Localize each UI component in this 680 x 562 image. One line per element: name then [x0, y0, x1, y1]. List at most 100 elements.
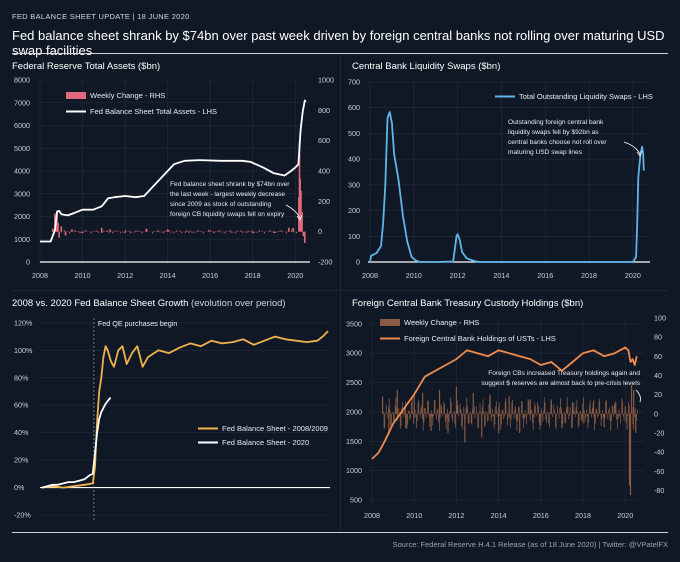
chart-title-growth: 2008 vs. 2020 Fed Balance Sheet Growth (… — [12, 298, 286, 309]
tr-y-tick-5: 500 — [348, 129, 360, 138]
br-line-holdings — [371, 346, 638, 460]
footer-rule — [12, 532, 668, 533]
br-y2-tick-3: -20 — [654, 428, 664, 437]
chart-title-liquidity-swaps: Central Bank Liquidity Swaps ($bn) — [352, 61, 501, 72]
br-y2-tick-0: -80 — [654, 486, 664, 495]
bl-line-2008 — [41, 330, 329, 489]
bl-tick-2: 20% — [14, 456, 29, 465]
tr-xtick-6: 2020 — [625, 271, 641, 280]
bl-tick-0: -20% — [14, 511, 31, 520]
tl-y-tick-3: 3000 — [14, 189, 30, 198]
br-xtick-6: 2020 — [617, 511, 633, 520]
tr-xtick-1: 2010 — [406, 271, 422, 280]
tr-annotation-arrowhead — [636, 150, 643, 157]
bl-tick-1: 0% — [14, 483, 25, 492]
br-annotation-arrow — [635, 389, 641, 403]
tl-y2-tick-2: 200 — [318, 197, 330, 206]
bl-legend-1-label: Fed Balance Sheet - 2020 — [222, 438, 309, 447]
br-annotation-0: Foreign CBs increased Treasury holdings … — [488, 370, 640, 377]
tl-xtick-6: 2020 — [287, 271, 303, 280]
tr-annotation-0: Outstanding foreign central bank — [508, 119, 604, 126]
br-y2-tick-1: -60 — [654, 467, 664, 476]
chart-custody-holdings: 500 1000 1500 2000 2500 3000 3500 -80 -60 -40 -20 0… — [346, 314, 666, 521]
bl-tick-4: 60% — [14, 401, 29, 410]
br-y-tick-6: 3500 — [346, 319, 362, 328]
tl-line-total-assets — [40, 99, 307, 243]
bl-line-2020 — [41, 397, 111, 489]
tl-y2-tick-5: 800 — [318, 106, 330, 115]
tr-line-swaps — [369, 111, 645, 263]
tl-xtick-4: 2016 — [202, 271, 218, 280]
chart-liquidity-swaps: 0 100 200 300 400 500 600 700 2008 2010 2012 2014 20… — [348, 78, 653, 281]
br-y2-tick-8: 80 — [654, 333, 662, 342]
tr-xtick-2: 2012 — [450, 271, 466, 280]
tl-annotation-0: Fed balance sheet shrank by $74bn over — [170, 181, 290, 188]
tr-annotation-2: central banks choose not roll over — [508, 139, 607, 146]
chart-title-growth-main: 2008 vs. 2020 Fed Balance Sheet Growth — [12, 298, 189, 309]
tl-y-tick-6: 6000 — [14, 121, 30, 130]
br-legend-0-label: Weekly Change - RHS — [404, 318, 479, 327]
tl-y-tick-4: 4000 — [14, 167, 30, 176]
tl-y-tick-7: 7000 — [14, 98, 30, 107]
br-xtick-5: 2018 — [575, 511, 591, 520]
panel-divider-vertical — [340, 56, 341, 530]
tl-legend-0-label: Weekly Change - RHS — [90, 91, 165, 100]
bl-annotation: Fed QE purchases begin — [98, 319, 178, 328]
br-y-tick-2: 1500 — [346, 437, 362, 446]
tl-annotation-1: the last week - largest weekly decrease — [170, 191, 285, 198]
tl-y-tick-8: 8000 — [14, 76, 30, 85]
tl-y-tick-0: 0 — [26, 258, 30, 267]
br-y-tick-4: 2500 — [346, 378, 362, 387]
tl-xtick-2: 2012 — [117, 271, 133, 280]
br-y2-tick-9: 100 — [654, 314, 666, 323]
tr-legend-0-label: Total Outstanding Liquidity Swaps - LHS — [519, 92, 653, 101]
tl-y2-tick-3: 400 — [318, 167, 330, 176]
tl-annotation-2: since 2009 as stock of outstanding — [170, 201, 272, 208]
tr-y-tick-4: 400 — [348, 155, 360, 164]
br-xtick-4: 2016 — [533, 511, 549, 520]
tr-annotation-3: maturing USD swap lines — [508, 149, 583, 156]
footer-source: Source: Federal Reserve H.4.1 Release (a… — [392, 540, 668, 549]
br-y2-tick-2: -40 — [654, 448, 664, 457]
headline: Fed balance sheet shrank by $74bn over p… — [12, 28, 665, 58]
br-legend-1-label: Foreign Central Bank Holdings of USTs - … — [404, 334, 556, 343]
panel-divider-horizontal — [12, 290, 668, 291]
tr-xtick-3: 2014 — [493, 271, 509, 280]
chart-title-total-assets: Federal Reserve Total Assets ($bn) — [12, 61, 161, 72]
br-y-tick-3: 2000 — [346, 407, 362, 416]
tr-y-tick-6: 600 — [348, 103, 360, 112]
chart-title-custody: Foreign Central Bank Treasury Custody Ho… — [352, 298, 584, 309]
tl-xtick-3: 2014 — [160, 271, 176, 280]
br-y2-tick-4: 0 — [654, 409, 658, 418]
chart-total-assets: 010002000300040005000600070008000-200020… — [14, 76, 334, 281]
tr-y-tick-7: 700 — [348, 78, 360, 87]
tl-y2-tick-6: 1000 — [318, 76, 334, 85]
br-y2-tick-7: 60 — [654, 352, 662, 361]
tl-xtick-1: 2010 — [75, 271, 91, 280]
br-y-tick-5: 3000 — [346, 349, 362, 358]
tr-y-tick-0: 0 — [356, 258, 360, 267]
br-xtick-2: 2012 — [448, 511, 464, 520]
br-y-tick-1: 1000 — [346, 466, 362, 475]
bl-legend-0-label: Fed Balance Sheet - 2008/2009 — [222, 424, 328, 433]
bl-tick-7: 120% — [14, 318, 33, 327]
tl-annotation-arrow — [285, 204, 301, 219]
tr-annotation-arrow — [623, 141, 641, 155]
tl-xtick-0: 2008 — [32, 271, 48, 280]
bl-tick-5: 80% — [14, 373, 29, 382]
bl-tick-3: 40% — [14, 428, 29, 437]
br-xtick-0: 2008 — [364, 511, 380, 520]
tl-legend-1-label: Fed Balance Sheet Total Assets - LHS — [90, 107, 217, 116]
chart-subtitle-growth: (evolution over period) — [191, 298, 286, 309]
bl-tick-6: 100% — [14, 346, 33, 355]
tr-xtick-5: 2018 — [581, 271, 597, 280]
tl-legend-0-swatch — [66, 92, 86, 99]
tr-y-tick-2: 200 — [348, 206, 360, 215]
tl-y-tick-2: 2000 — [14, 212, 30, 221]
tl-y-tick-5: 5000 — [14, 144, 30, 153]
tl-annotation-3: foreign CB liquidity swaps fell on expir… — [170, 211, 285, 218]
tl-annotation-arrowhead — [296, 214, 303, 221]
chart-balance-sheet-growth: -20% 0% 20% 40% 60% 80% 100% 120% Fed QE purchas… — [14, 318, 330, 522]
tr-y-tick-1: 100 — [348, 232, 360, 241]
tr-xtick-0: 2008 — [362, 271, 378, 280]
